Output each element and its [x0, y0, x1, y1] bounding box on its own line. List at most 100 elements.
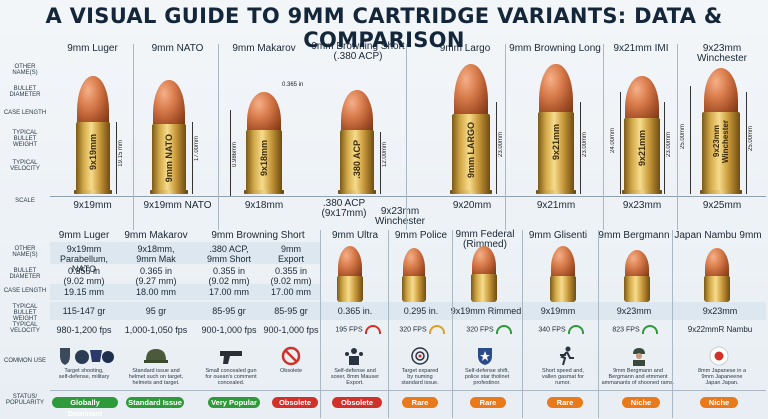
cartridge-stamp: 9mm LARGO: [466, 122, 476, 179]
cartridge-stamp: .380 ACP: [352, 140, 362, 179]
top-name: 9mm NATO: [151, 43, 204, 54]
status-badge: Globally Dominant: [52, 397, 118, 418]
dimension-label: 17.00mm: [194, 136, 200, 162]
cell-diameter: 0.365 in.: [337, 306, 373, 316]
row-label-bullet-weight: TYPICAL BULLET WEIGHT: [12, 304, 38, 322]
cell-other: 9x19mm Parabellum, NATO: [59, 244, 109, 274]
cartridge-9mm-browning-long: 9x21mm: [536, 64, 576, 196]
status-badge: Rare: [547, 397, 583, 408]
cell-case: 17.00 mm: [208, 287, 250, 297]
cell-other: .380 ACP, 9mm Short: [206, 244, 251, 264]
cell-weight: 95 gr: [145, 306, 167, 316]
mini-cartridge: [471, 246, 497, 302]
mini-cartridge: [402, 248, 426, 302]
people-icon: [343, 346, 365, 366]
top-name: 9x21mm IMI: [613, 43, 669, 54]
mini-cartridge: [624, 250, 650, 302]
gauge-icon: [364, 325, 381, 334]
scale-label: SCALE: [15, 198, 35, 204]
page-title: A VISUAL GUIDE TO 9MM CARTRIDGE VARIANTS…: [45, 4, 723, 52]
common-use-text: Standard issue and helmet such on target…: [128, 368, 184, 386]
velocity-value: 9x22mmR Nambu: [687, 325, 753, 334]
scale-name-extra: 9x23mm Winchester: [374, 206, 425, 227]
common-use-text: Target expared by numing standard issue.: [401, 368, 439, 386]
velocity-value: 340 FPS: [538, 326, 566, 334]
row-label-common-use: COMMON USE: [4, 358, 46, 364]
gauge-icon: [641, 325, 658, 334]
dimension-label: 12.00mm: [382, 142, 388, 168]
common-use-text: Short speed and, vallen gasmat for rumor…: [542, 368, 584, 386]
row-band: [50, 302, 766, 320]
cell-weight: 85-95 gr: [274, 306, 308, 316]
common-use-text: Self-defense shift, police star tholinet…: [464, 368, 510, 386]
status-badge: Rare: [470, 397, 506, 408]
top-cartridge-names: 9mm Luger 9mm NATO 9mm Makarov 9mm Brown…: [50, 41, 766, 64]
cell-diameter: 0.295 in.: [403, 306, 439, 316]
top-name: 9mm Browning Long: [509, 43, 601, 54]
velocity-readout: 340 FPS: [530, 325, 592, 334]
military-icon: [56, 346, 116, 366]
velocity-readout: 320 FPS: [458, 325, 520, 334]
cell-other: 9x18mm, 9mm Mak: [136, 244, 176, 264]
common-use-text: 8mm Japanese in a 9mm Japaneene Japan Ja…: [698, 368, 746, 386]
dimension-label: 0.986mm: [232, 142, 238, 168]
table-header-cell: 9mm Ultra: [331, 230, 379, 241]
cartridge-stamp: 9mm NATO: [164, 134, 174, 183]
status-badge: Rare: [402, 397, 438, 408]
cell-diameter: 0.355 in (9.02 mm): [208, 266, 250, 286]
cartridge-9mm-nato: 9mm NATO: [150, 80, 188, 196]
velocity-value: 320 FPS: [399, 326, 427, 334]
cartridge-9x21-imi: 9x21mm: [622, 76, 662, 196]
bottom-row-labels: OTHER NAME(S) BULLET DIAMETER CASE LENGT…: [2, 246, 48, 416]
cartridge-380-acp: .380 ACP: [338, 90, 376, 196]
velocity-readout: 320 FPS: [392, 325, 452, 334]
cell-velocity: 980-1,200 fps: [56, 325, 112, 335]
scale-name: 9x21mm: [536, 200, 576, 211]
gauge-icon: [428, 325, 445, 334]
dimension-label: 19.15 mm: [118, 140, 124, 167]
table-header-cell: 9mm Makarov: [124, 230, 188, 241]
row-label-status: STATUS/ POPULARITY: [5, 394, 44, 406]
target-icon: [410, 346, 430, 366]
row-label-velocity: TYPICAL VELOCITY: [10, 160, 40, 172]
table-header: 9mm Luger 9mm Makarov 9mm Browning Short…: [50, 230, 766, 250]
table-header-cell: 9mm Police: [394, 230, 448, 241]
cell-diameter: 0.355 in (9.02 mm): [270, 266, 312, 286]
row-band: [50, 284, 320, 300]
top-name: 9mm Largo: [439, 43, 491, 54]
common-use-text: Target shooting, self-defense, military: [58, 368, 110, 380]
scale-name: 9x20mm: [452, 200, 492, 211]
status-badge: Niche: [700, 397, 738, 408]
table-header-cell: Japan Nambu 9mm: [674, 230, 762, 241]
scale-name: 9x23mm: [622, 200, 662, 211]
common-use-text: Self-defense and soxer, 8mm Mauser Expor…: [330, 368, 380, 386]
cell-velocity: 900-1,000 fps: [201, 325, 257, 335]
dimension-label: 23.00mm: [582, 132, 588, 158]
scale-name: 9x25mm: [702, 200, 742, 211]
soldier-icon: [628, 346, 650, 366]
dimension-label-top: 0.365 in: [282, 82, 304, 88]
table-header-cell: 9mm Bergmann: [598, 230, 670, 241]
dimension-label: 23.00mm: [498, 132, 504, 158]
status-row: Globally Dominant Standard Issue Very Po…: [50, 390, 766, 418]
cartridge-stamp: 9x23mm Winchester: [712, 120, 730, 164]
status-badge: Obsolete: [332, 397, 382, 408]
dimension-label-2: 24.00mm: [610, 128, 616, 154]
row-label-bullet-diameter: BULLET DIAMETER: [9, 268, 41, 280]
velocity-value: 320 FPS: [466, 326, 494, 334]
status-badge: Standard Issue: [126, 397, 184, 408]
cell-diameter: 9x19mm: [540, 306, 576, 316]
cartridge-stamp: 9x21mm: [637, 130, 647, 167]
dimension-label: 23.00mm: [666, 132, 672, 158]
top-name: 9mm Makarov: [232, 43, 296, 54]
runner-icon: [556, 346, 576, 366]
helmet-icon: [144, 346, 168, 366]
cell-case: 19.15 mm: [63, 287, 105, 297]
top-name: 9mm Browning Short (.380 ACP): [311, 41, 405, 62]
velocity-readout: 195 FPS: [328, 325, 388, 334]
mini-cartridge: [550, 246, 576, 302]
table-header-cell: 9mm Federal (Rimmed): [455, 229, 515, 250]
cartridge-stamp: 9x18mm: [259, 140, 269, 177]
cell-diameter: 0.355 in (9.02 mm): [63, 266, 105, 286]
common-use-text: 9mm Bergmann and Bergmann and etmment am…: [601, 368, 675, 386]
